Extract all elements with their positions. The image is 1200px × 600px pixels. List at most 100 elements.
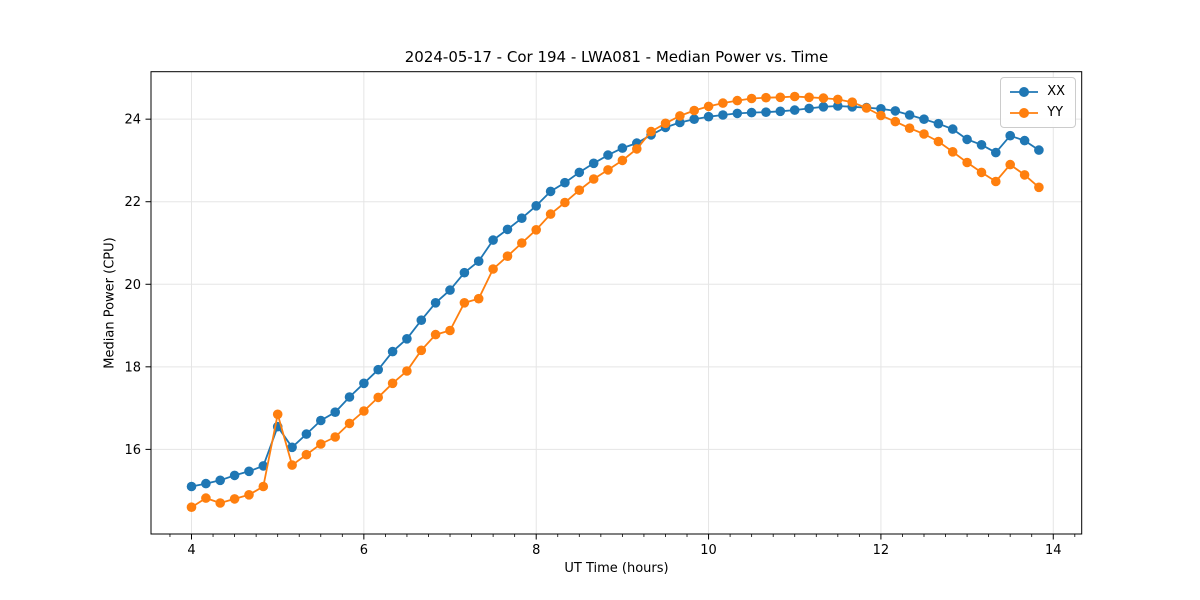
series-XX-marker-7	[287, 442, 297, 453]
series-XX-marker-14	[387, 346, 398, 357]
series-YY-marker-49	[890, 116, 901, 127]
series-YY-marker-1	[201, 493, 211, 503]
series-YY-marker-15	[402, 366, 412, 376]
series-XX-marker-13	[373, 364, 384, 375]
series-YY-marker-23	[517, 238, 527, 248]
series-XX-marker-11	[344, 392, 355, 402]
series-XX-marker-24	[531, 201, 541, 211]
series-YY-marker-32	[646, 126, 656, 137]
series-XX-marker-9	[316, 415, 326, 426]
series-XX-marker-16	[416, 315, 427, 326]
series-YY-marker-51	[919, 129, 929, 139]
series-YY-marker-39	[746, 93, 757, 104]
series-XX-marker-15	[402, 334, 412, 344]
series-YY-marker-5	[258, 481, 269, 492]
series-XX-marker-58	[1019, 135, 1030, 146]
series-XX-marker-26	[560, 177, 570, 188]
series-YY-marker-41	[775, 92, 786, 103]
series-XX-marker-54	[962, 134, 972, 145]
series-XX-marker-48	[876, 104, 886, 114]
series-XX-marker-0	[186, 481, 197, 492]
series-YY-marker-29	[603, 165, 613, 175]
series-YY-marker-28	[588, 174, 599, 184]
series-XX-marker-8	[301, 429, 312, 439]
series-XX-marker-4	[244, 466, 254, 477]
y-tick-label-24: 24	[124, 113, 141, 128]
series-YY-marker-54	[962, 157, 972, 168]
series-XX-marker-43	[804, 103, 814, 114]
series-YY-marker-31	[632, 144, 642, 154]
series-YY-marker-17	[430, 329, 441, 340]
series-YY-marker-22	[502, 251, 513, 261]
series-XX-marker-49	[890, 106, 901, 116]
series-XX-marker-17	[430, 298, 441, 308]
series-XX-marker-59	[1034, 145, 1044, 155]
series-XX-marker-36	[703, 111, 714, 122]
x-tick-label-10: 10	[700, 543, 717, 558]
series-YY-marker-52	[933, 136, 944, 147]
legend: XX YY	[1000, 77, 1076, 128]
legend-item-YY: YY	[1009, 103, 1065, 123]
series-YY-marker-19	[459, 298, 470, 308]
series-YY-marker-55	[976, 167, 987, 178]
series-XX-marker-2	[215, 475, 225, 486]
series-XX-marker-1	[201, 478, 211, 489]
series-YY-marker-26	[560, 197, 570, 208]
series-XX-marker-22	[502, 224, 513, 235]
series-YY-marker-13	[373, 392, 384, 403]
series-YY-marker-58	[1019, 170, 1030, 180]
series-YY-marker-12	[359, 406, 369, 416]
series-XX-marker-29	[603, 150, 613, 160]
x-tick-label-12: 12	[873, 543, 890, 558]
series-XX-marker-21	[488, 235, 498, 245]
series-YY-marker-33	[660, 118, 671, 129]
series-YY-marker-30	[617, 155, 628, 166]
series-XX-marker-40	[761, 107, 771, 117]
series-XX-marker-23	[517, 213, 527, 223]
series-YY-marker-7	[287, 460, 297, 470]
series-XX-marker-45	[833, 101, 843, 111]
series-YY-marker-36	[703, 101, 714, 112]
series-YY-marker-48	[876, 110, 886, 121]
series-YY-marker-37	[718, 98, 728, 108]
series-XX-marker-55	[976, 140, 987, 150]
series-XX-marker-12	[359, 378, 369, 389]
series-YY-marker-20	[473, 293, 484, 304]
series-YY-marker-6	[272, 409, 283, 420]
series-YY-marker-4	[244, 490, 254, 500]
series-XX-marker-27	[574, 167, 585, 178]
series-XX-marker-34	[675, 117, 685, 128]
series-YY-marker-40	[761, 92, 771, 103]
series-YY-marker-27	[574, 185, 585, 195]
series-XX-marker-30	[617, 143, 628, 153]
series-XX-marker-41	[775, 106, 786, 117]
series-XX-marker-57	[1005, 130, 1015, 141]
series-XX-marker-51	[919, 114, 929, 124]
series-XX-marker-35	[689, 114, 699, 124]
series-YY-marker-3	[229, 494, 240, 504]
series-XX-marker-18	[445, 285, 455, 295]
series-YY-marker-44	[818, 93, 829, 103]
series-YY-marker-25	[545, 209, 556, 219]
x-tick-label-4: 4	[187, 543, 195, 558]
legend-item-XX: XX	[1009, 82, 1065, 102]
series-YY-marker-16	[416, 345, 427, 356]
series-YY-marker-8	[301, 449, 312, 460]
series-YY-marker-59	[1034, 182, 1044, 193]
legend-swatch-XX	[1010, 87, 1039, 97]
series-XX-marker-53	[947, 124, 958, 134]
series-YY-marker-43	[804, 92, 814, 103]
series-YY-marker-45	[833, 94, 843, 105]
series-XX-marker-25	[545, 186, 556, 197]
series-XX-marker-38	[732, 108, 743, 119]
series-XX-marker-19	[459, 267, 470, 278]
legend-swatch-YY	[1010, 108, 1039, 118]
series-YY-marker-46	[847, 97, 857, 107]
series-YY-marker-24	[531, 225, 541, 235]
series-YY-marker-38	[732, 95, 743, 106]
series-YY-marker-35	[689, 105, 699, 116]
series-XX-marker-42	[789, 105, 800, 115]
series-XX-marker-20	[473, 256, 484, 267]
